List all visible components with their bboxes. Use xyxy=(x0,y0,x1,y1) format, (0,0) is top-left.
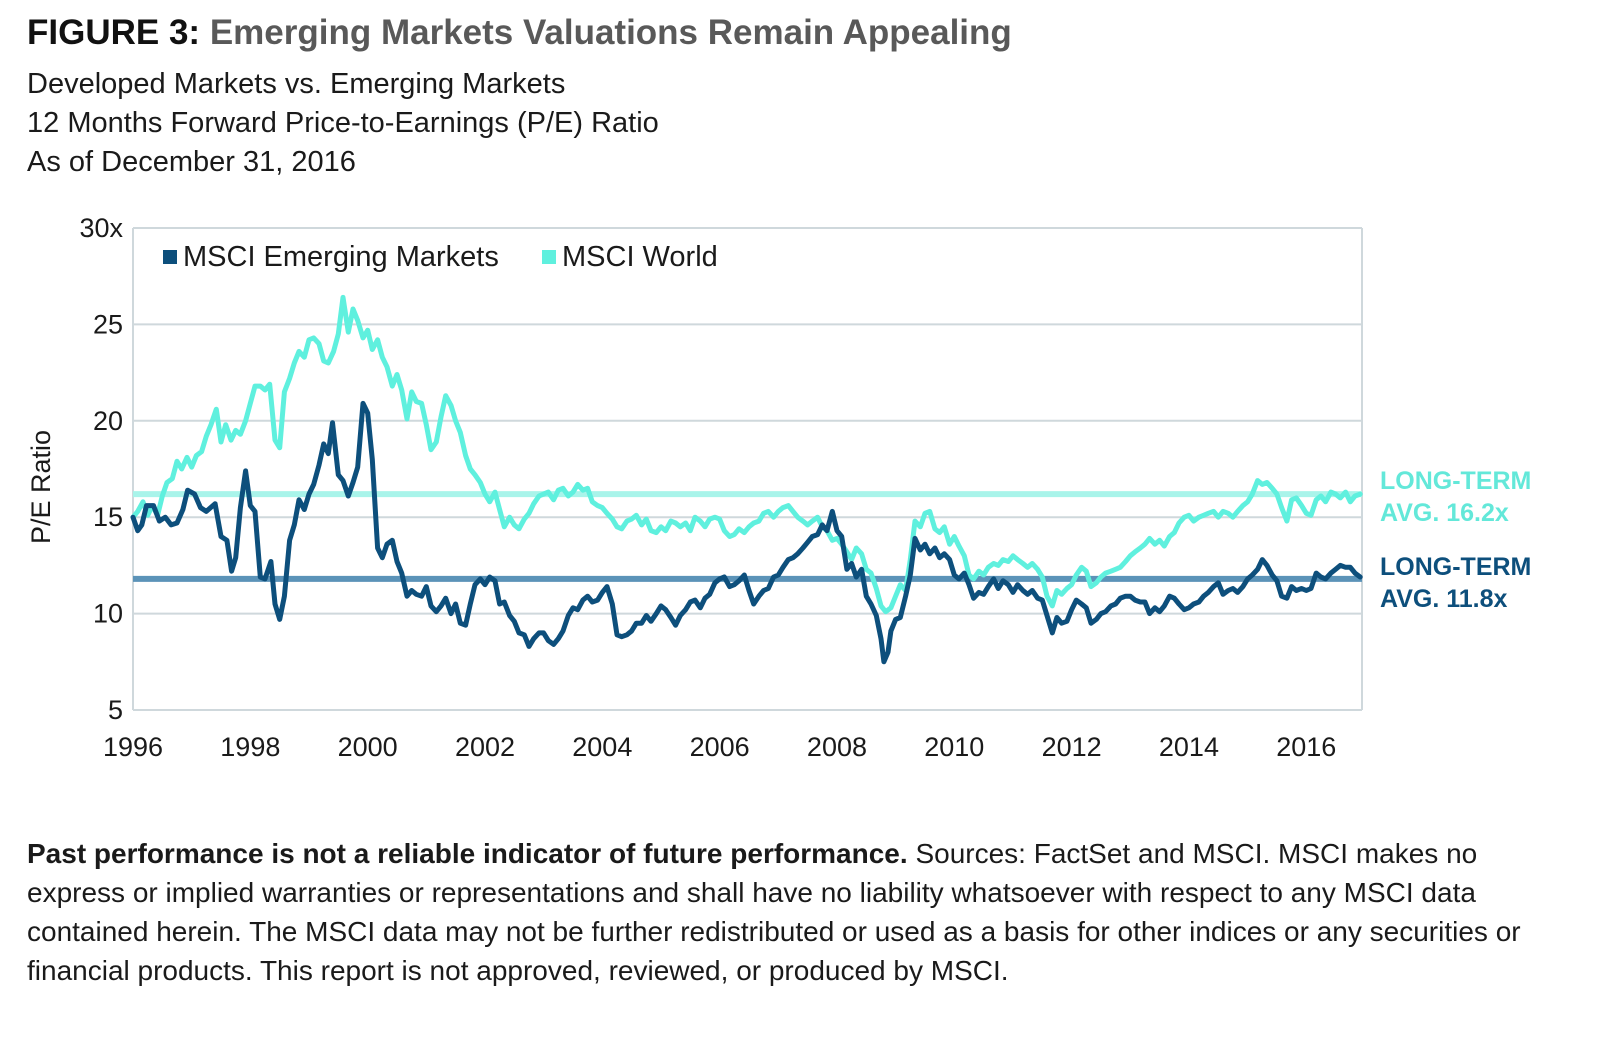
figure-heading: Emerging Markets Valuations Remain Appea… xyxy=(209,13,1012,52)
x-tick-label: 1998 xyxy=(220,732,280,762)
average-lines xyxy=(133,491,1362,582)
footnote-disclaimer: Past performance is not a reliable indic… xyxy=(27,838,908,869)
axis-ticks: 5 10 15 20 25 30x 1996 1998 2000 2002 2004 2006 2008… xyxy=(79,213,1336,762)
x-tick-label: 2004 xyxy=(572,732,632,762)
y-tick-label: 5 xyxy=(108,695,123,725)
x-tick-label: 2014 xyxy=(1159,732,1219,762)
y-axis-title: P/E Ratio xyxy=(26,430,56,544)
em-average-label-line-1: LONG-TERM xyxy=(1380,553,1531,581)
average-labels: LONG-TERM AVG. 16.2x LONG-TERM AVG. 11.8… xyxy=(1380,467,1531,613)
legend-label-emerging-markets: MSCI Emerging Markets xyxy=(183,241,499,273)
figure-label: FIGURE 3: xyxy=(27,13,201,52)
y-tick-label: 20 xyxy=(93,406,123,436)
y-tick-label: 15 xyxy=(93,502,123,532)
x-tick-label: 2002 xyxy=(455,732,515,762)
subtitle-line-1: Developed Markets vs. Emerging Markets xyxy=(27,68,566,100)
x-tick-label: 1996 xyxy=(103,732,163,762)
gridlines xyxy=(132,227,1363,711)
legend: MSCI Emerging Markets MSCI World xyxy=(163,241,718,273)
series-line-world xyxy=(130,294,1363,615)
subtitle-line-3: As of December 31, 2016 xyxy=(27,146,356,178)
x-tick-label: 2008 xyxy=(807,732,867,762)
y-tick-label: 30x xyxy=(79,213,123,243)
pe-ratio-line-chart: 5 10 15 20 25 30x 1996 1998 2000 2002 2004 2006 2008… xyxy=(26,213,1531,762)
em-average-label-line-2: AVG. 11.8x xyxy=(1380,585,1507,613)
x-tick-label: 2012 xyxy=(1042,732,1102,762)
footnote: Past performance is not a reliable indic… xyxy=(27,834,1567,990)
y-tick-label: 10 xyxy=(93,599,123,629)
legend-swatch-emerging-markets xyxy=(163,250,177,264)
y-tick-label: 25 xyxy=(93,309,123,339)
world-average-label-line-2: AVG. 16.2x xyxy=(1380,499,1509,527)
legend-swatch-world xyxy=(542,250,556,264)
x-tick-label: 2000 xyxy=(338,732,398,762)
x-tick-label: 2016 xyxy=(1276,732,1336,762)
footnote-sources: Sources: FactSet and MSCI. MSCI makes no… xyxy=(27,838,1521,986)
series-lines xyxy=(130,294,1363,665)
series-line-emerging-markets xyxy=(130,400,1363,665)
x-tick-label: 2006 xyxy=(690,732,750,762)
x-tick-label: 2010 xyxy=(924,732,984,762)
world-average-label-line-1: LONG-TERM xyxy=(1380,467,1531,495)
subtitle-line-2: 12 Months Forward Price-to-Earnings (P/E… xyxy=(27,107,659,139)
legend-label-world: MSCI World xyxy=(562,241,718,273)
figure-title: FIGURE 3: Emerging Markets Valuations Re… xyxy=(27,13,1012,53)
